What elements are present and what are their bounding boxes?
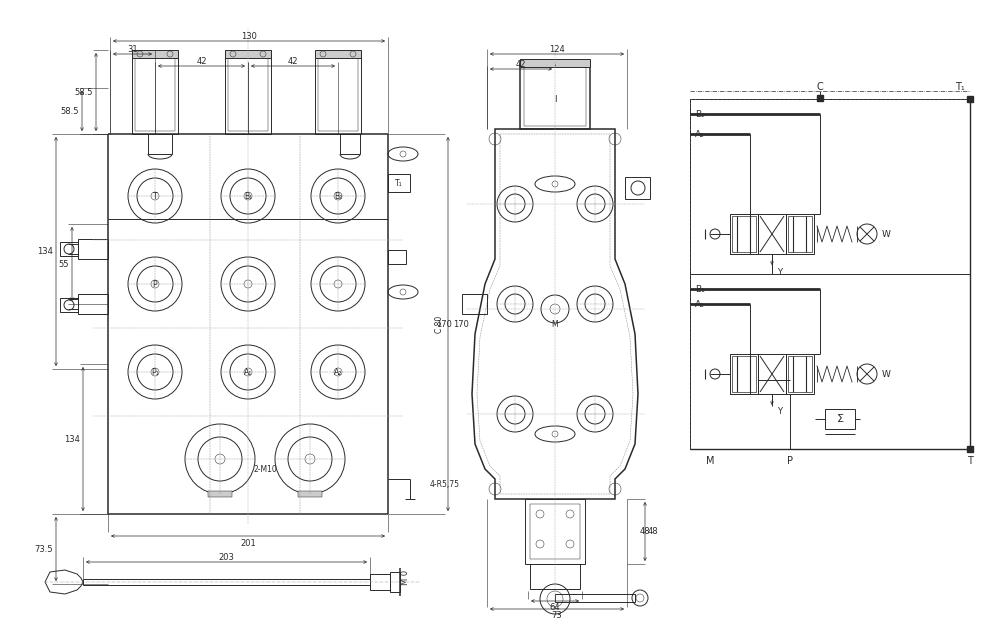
Bar	[388, 174, 410, 192]
Bar	[318, 57, 358, 131]
Text: 4-R5,75: 4-R5,75	[430, 480, 460, 489]
Text: T: T	[967, 456, 973, 466]
Bar	[390, 572, 400, 592]
Bar	[730, 214, 758, 254]
Text: 55: 55	[58, 260, 69, 269]
Text: P₁: P₁	[151, 368, 159, 377]
Text: 48: 48	[639, 527, 650, 536]
Bar	[388, 250, 406, 264]
Bar	[530, 504, 580, 559]
Text: M: M	[552, 319, 558, 328]
Bar	[135, 57, 175, 131]
Text: 130: 130	[241, 32, 257, 41]
Text: 64: 64	[550, 603, 560, 612]
Text: P: P	[787, 456, 793, 466]
Bar	[690, 99, 970, 449]
Bar	[78, 239, 108, 259]
Text: 42: 42	[196, 57, 207, 66]
Text: M 0: M 0	[400, 569, 410, 585]
Text: 124: 124	[549, 44, 565, 53]
Bar	[60, 242, 78, 256]
Text: A₂: A₂	[334, 368, 342, 377]
Bar	[967, 446, 973, 452]
Bar	[758, 354, 786, 394]
Text: Y: Y	[777, 267, 782, 276]
Bar	[690, 99, 970, 449]
Text: A₁: A₁	[695, 299, 705, 308]
Text: 31: 31	[127, 44, 138, 53]
Text: T: T	[153, 191, 157, 200]
Text: B₂: B₂	[695, 109, 705, 118]
Bar	[625, 177, 650, 199]
Text: 42: 42	[288, 57, 298, 66]
Bar	[786, 354, 814, 394]
Bar	[225, 50, 271, 58]
Text: 48: 48	[648, 527, 659, 536]
Text: P: P	[153, 279, 157, 289]
Bar	[370, 574, 390, 590]
Bar	[225, 54, 271, 134]
Text: B₂: B₂	[334, 191, 342, 200]
Text: 170: 170	[453, 319, 469, 328]
Text: 42: 42	[516, 59, 526, 68]
Bar	[786, 214, 814, 254]
Text: 58.5: 58.5	[60, 106, 79, 115]
Text: Σ: Σ	[836, 414, 844, 424]
Bar	[60, 298, 78, 312]
Bar	[462, 294, 487, 314]
Bar	[315, 54, 361, 134]
Text: 134: 134	[64, 435, 80, 444]
Text: B₁: B₁	[244, 191, 252, 200]
Text: A₁: A₁	[244, 368, 252, 377]
Text: B₁: B₁	[695, 285, 705, 294]
Bar	[732, 356, 756, 392]
Text: Y: Y	[777, 408, 782, 417]
Text: C: C	[817, 82, 823, 92]
Bar	[132, 54, 178, 134]
Bar	[520, 64, 590, 129]
Text: 201: 201	[240, 540, 256, 549]
Bar	[788, 216, 812, 252]
Bar	[78, 294, 108, 314]
Bar	[315, 50, 361, 58]
Text: 73: 73	[552, 612, 562, 621]
Bar	[825, 409, 855, 429]
Bar	[524, 67, 586, 126]
Text: 170: 170	[436, 319, 452, 328]
Text: T₁: T₁	[395, 178, 403, 187]
Bar	[520, 59, 590, 67]
Bar	[967, 96, 973, 102]
Bar	[555, 594, 635, 602]
Text: I: I	[554, 95, 556, 104]
Bar	[758, 214, 786, 254]
Text: W: W	[882, 229, 891, 238]
Text: 58.5: 58.5	[74, 88, 93, 97]
Bar	[228, 57, 268, 131]
Text: A₂: A₂	[695, 129, 705, 138]
Bar	[132, 50, 178, 58]
Text: T₁: T₁	[955, 82, 965, 92]
Text: M: M	[706, 456, 714, 466]
Bar	[298, 491, 322, 497]
Text: 2-M10: 2-M10	[253, 464, 277, 473]
Bar	[732, 216, 756, 252]
Text: W: W	[882, 370, 891, 379]
Bar	[525, 499, 585, 564]
Bar	[730, 354, 758, 394]
Bar	[788, 356, 812, 392]
Bar	[208, 491, 232, 497]
Text: C 80: C 80	[435, 316, 444, 332]
Text: 134: 134	[37, 247, 53, 256]
Bar	[530, 564, 580, 589]
Text: 73.5: 73.5	[34, 544, 53, 553]
Bar	[817, 95, 823, 101]
Text: 203: 203	[219, 553, 234, 562]
